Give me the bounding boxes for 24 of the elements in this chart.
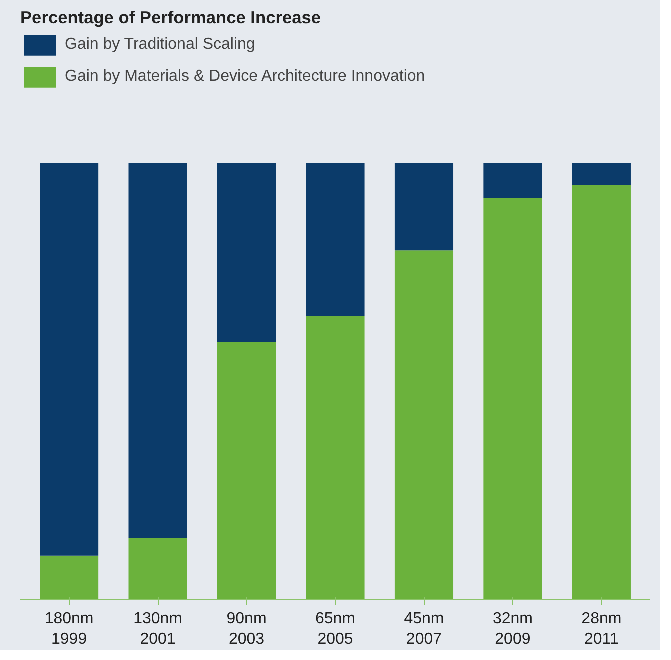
legend-label: Gain by Materials & Device Architecture Innovation — [65, 68, 426, 86]
legend-label: Gain by Traditional Scaling — [65, 36, 256, 54]
bar — [306, 163, 365, 316]
bar — [394, 250, 454, 600]
bar — [484, 198, 542, 600]
bar — [484, 163, 542, 198]
bar — [394, 163, 454, 251]
bar — [128, 538, 188, 600]
bar — [128, 163, 188, 538]
bar — [217, 342, 276, 600]
bar — [40, 163, 99, 556]
x-tick-label: 65nm 2005 — [315, 610, 356, 648]
bar — [306, 316, 365, 600]
bar — [572, 185, 631, 600]
x-tick-label: 90nm 2003 — [226, 610, 267, 648]
x-tick-label: 130nm 2001 — [134, 610, 182, 648]
bar — [40, 556, 99, 600]
x-tick-label: 32nm 2009 — [492, 610, 533, 648]
x-tick-label: 28nm 2011 — [582, 610, 622, 648]
bar — [217, 163, 276, 342]
x-tick-label: 180nm 1999 — [44, 610, 94, 648]
chart-title: Percentage of Performance Increase — [20, 8, 322, 28]
x-tick-label: 45nm 2007 — [404, 610, 444, 648]
bar — [572, 163, 631, 186]
